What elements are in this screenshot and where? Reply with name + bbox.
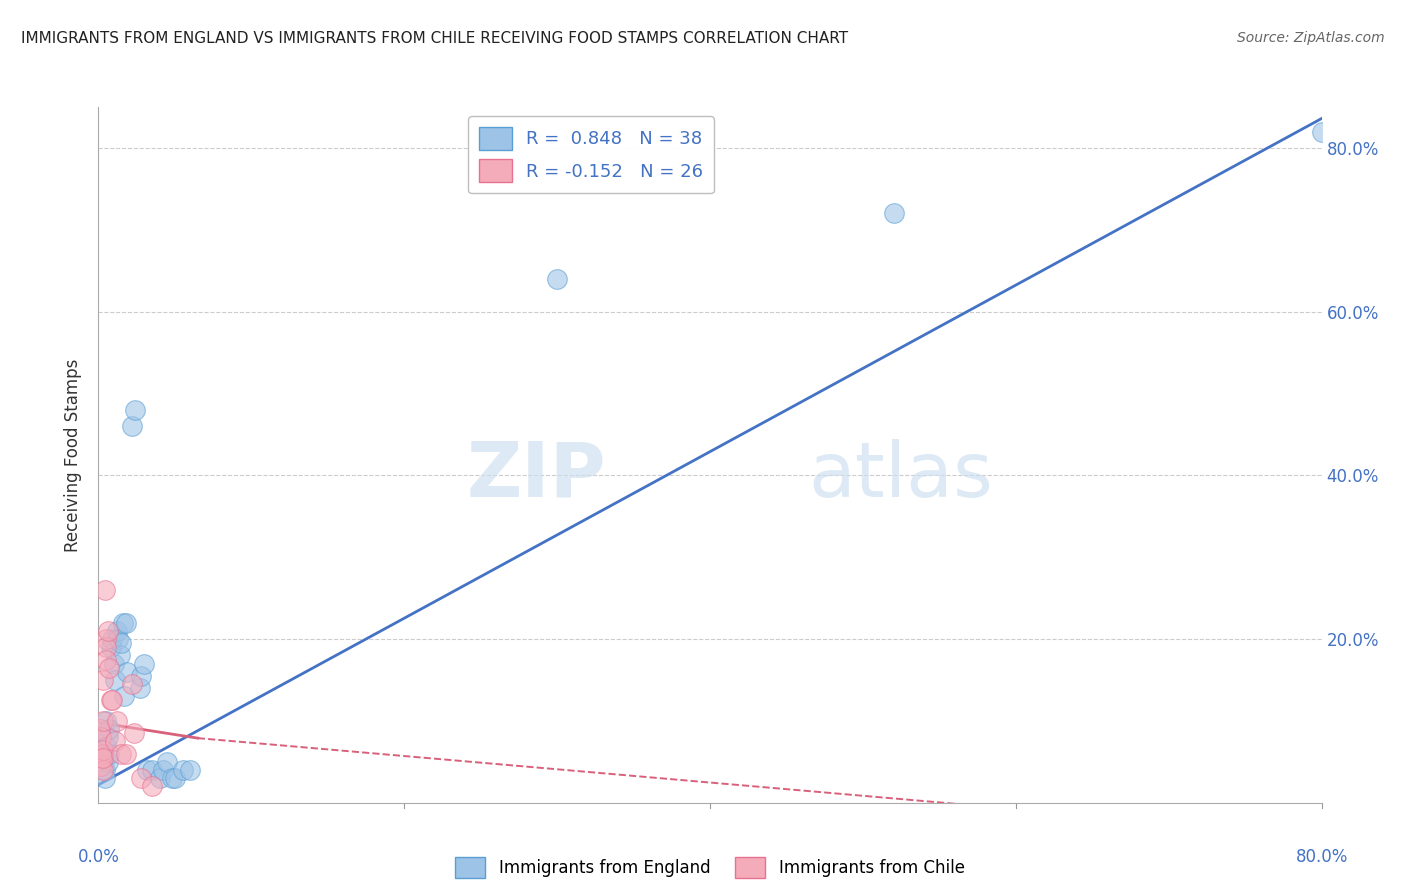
Point	[98, 661, 121, 675]
Point	[91, 673, 114, 687]
Point	[110, 636, 132, 650]
Point	[152, 763, 174, 777]
Point	[136, 763, 159, 777]
Point	[100, 640, 122, 655]
Point	[94, 714, 117, 728]
Point	[104, 673, 127, 687]
Point	[112, 690, 135, 704]
Point	[1310, 125, 1333, 139]
Point	[141, 780, 163, 794]
Point	[93, 582, 115, 597]
Point	[94, 739, 117, 753]
Point	[101, 632, 124, 646]
Point	[97, 731, 120, 745]
Point	[124, 403, 146, 417]
Legend: Immigrants from England, Immigrants from Chile: Immigrants from England, Immigrants from…	[449, 850, 972, 885]
Text: 0.0%: 0.0%	[77, 848, 120, 866]
Point	[93, 763, 115, 777]
Text: Source: ZipAtlas.com: Source: ZipAtlas.com	[1237, 31, 1385, 45]
Point	[129, 669, 152, 683]
Point	[91, 747, 114, 761]
Point	[90, 751, 112, 765]
Point	[108, 648, 131, 663]
Point	[546, 272, 568, 286]
Point	[97, 755, 120, 769]
Point	[105, 624, 128, 638]
Point	[129, 771, 152, 785]
Point	[94, 640, 117, 655]
Point	[883, 206, 905, 220]
Text: ZIP: ZIP	[467, 439, 606, 513]
Point	[122, 726, 145, 740]
Point	[98, 722, 121, 736]
Point	[160, 771, 183, 785]
Point	[104, 734, 127, 748]
Point	[103, 657, 125, 671]
Point	[115, 747, 138, 761]
Point	[91, 751, 114, 765]
Point	[93, 771, 115, 785]
Text: atlas: atlas	[808, 439, 993, 513]
Point	[163, 771, 186, 785]
Point	[134, 657, 156, 671]
Point	[107, 632, 129, 646]
Point	[90, 731, 112, 745]
Point	[91, 714, 114, 728]
Point	[111, 615, 134, 630]
Point	[90, 759, 112, 773]
Point	[110, 747, 132, 761]
Point	[97, 624, 120, 638]
Point	[172, 763, 194, 777]
Point	[94, 632, 117, 646]
Point	[91, 763, 114, 777]
Point	[156, 755, 179, 769]
Text: 80.0%: 80.0%	[1295, 848, 1348, 866]
Point	[91, 742, 114, 756]
Point	[94, 652, 117, 666]
Point	[117, 665, 139, 679]
Point	[100, 693, 122, 707]
Point	[179, 763, 201, 777]
Point	[89, 722, 111, 736]
Point	[149, 771, 172, 785]
Point	[101, 693, 124, 707]
Point	[128, 681, 150, 696]
Point	[105, 714, 128, 728]
Point	[115, 615, 138, 630]
Point	[121, 419, 143, 434]
Point	[98, 747, 121, 761]
Point	[121, 677, 143, 691]
Point	[141, 763, 163, 777]
Y-axis label: Receiving Food Stamps: Receiving Food Stamps	[65, 359, 83, 551]
Point	[91, 751, 114, 765]
Text: IMMIGRANTS FROM ENGLAND VS IMMIGRANTS FROM CHILE RECEIVING FOOD STAMPS CORRELATI: IMMIGRANTS FROM ENGLAND VS IMMIGRANTS FR…	[21, 31, 848, 46]
